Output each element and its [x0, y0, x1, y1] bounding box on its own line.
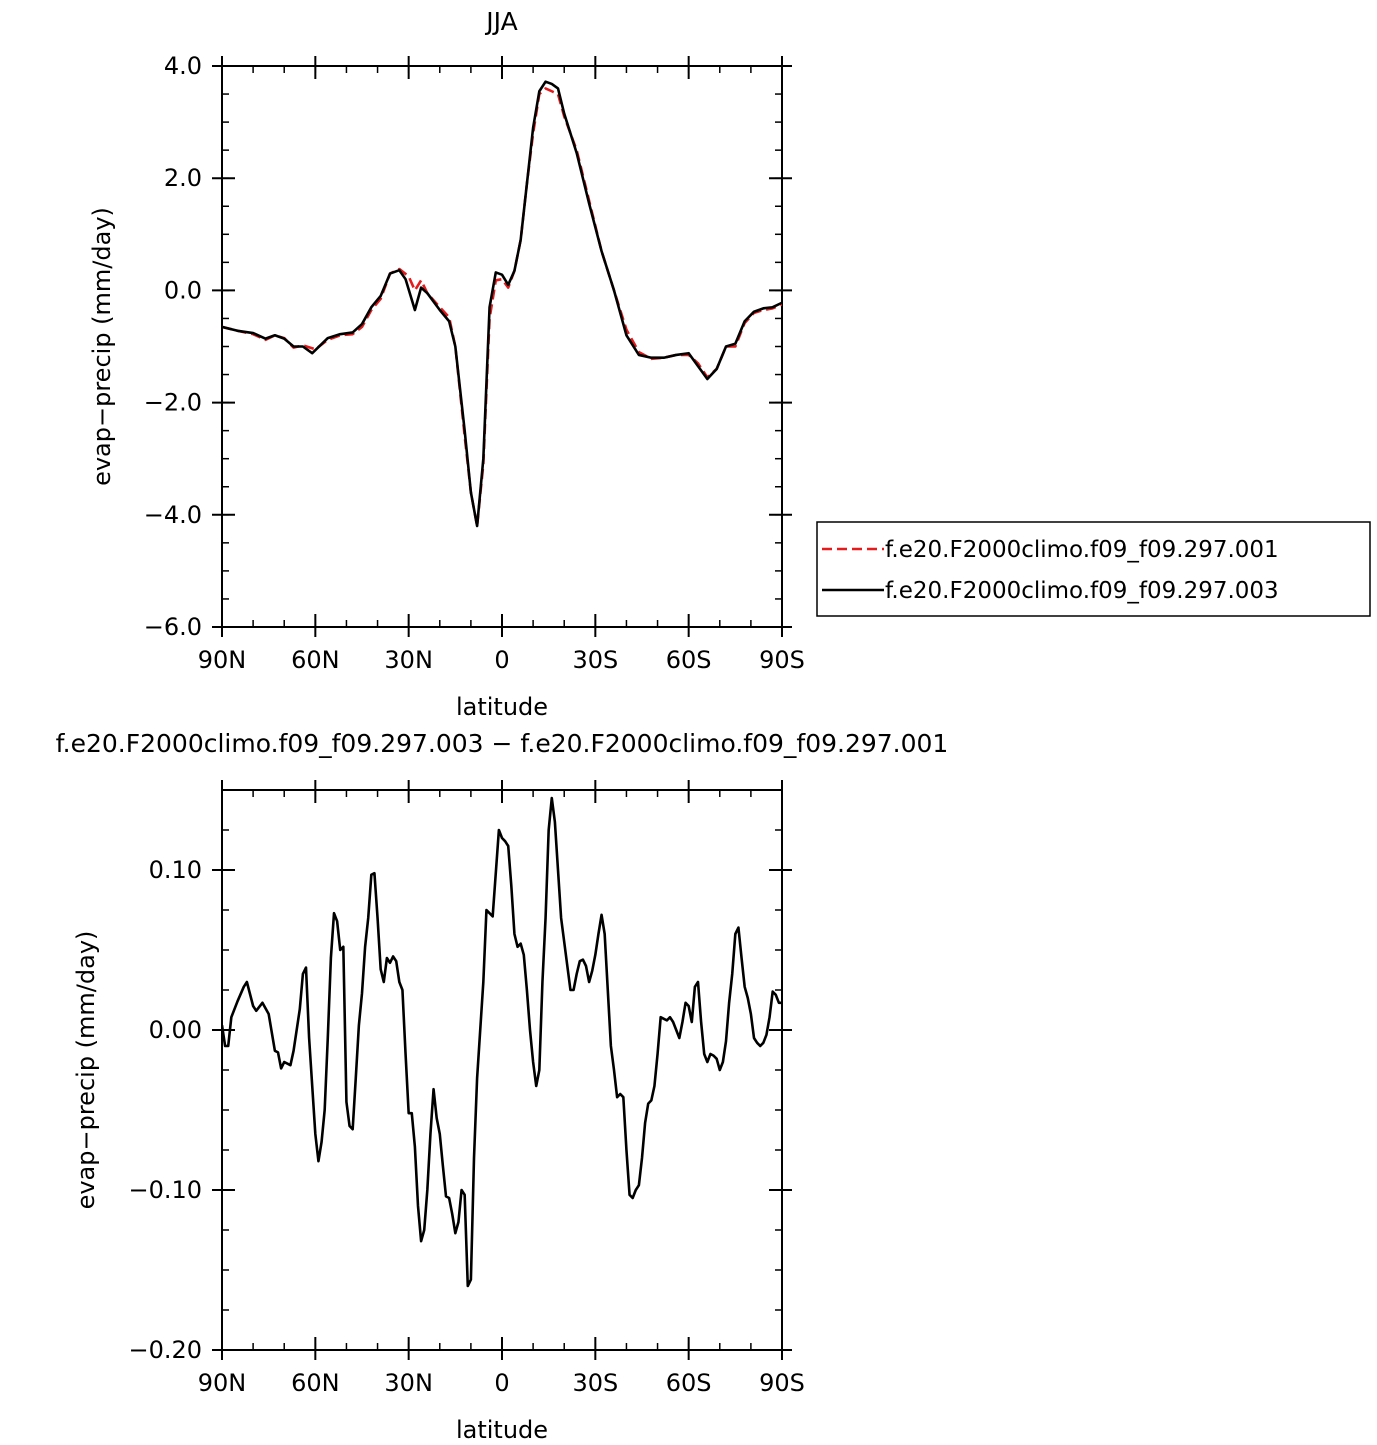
x-tick-label: 60N: [291, 1369, 340, 1397]
y-tick-label: −4.0: [144, 501, 202, 529]
x-tick-label: 60S: [666, 1369, 712, 1397]
x-tick-label: 90S: [759, 646, 805, 674]
series-line-1: [222, 87, 782, 528]
x-tick-label: 60S: [666, 646, 712, 674]
series-line-1: [222, 796, 782, 1288]
series-line-2: [222, 80, 782, 528]
y-tick-label: −6.0: [144, 613, 202, 641]
y-tick-label: −0.20: [128, 1336, 202, 1364]
x-axis-label: latitude: [456, 1416, 548, 1444]
x-tick-label: 30S: [572, 646, 618, 674]
x-tick-label: 30S: [572, 1369, 618, 1397]
x-tick-label: 0: [494, 1369, 509, 1397]
legend-box: [816, 521, 1371, 617]
plot-frame: [221, 789, 783, 1351]
difference-panel: f.e20.F2000climo.f09_f09.297.003 − f.e20…: [56, 729, 949, 1444]
y-tick-label: −0.10: [128, 1176, 202, 1204]
legend-label: f.e20.F2000climo.f09_f09.297.003: [885, 578, 1279, 604]
x-axis-label: latitude: [456, 693, 548, 721]
y-axis-label: evap−precip (mm/day): [88, 207, 116, 486]
x-tick-label: 90N: [198, 646, 247, 674]
y-tick-label: 2.0: [164, 164, 202, 192]
y-tick-label: 0.0: [164, 276, 202, 304]
y-axis-label: evap−precip (mm/day): [72, 931, 100, 1210]
x-tick-label: 30N: [384, 646, 433, 674]
x-tick-label: 90N: [198, 1369, 247, 1397]
legend: f.e20.F2000climo.f09_f09.297.001 f.e20.F2…: [816, 521, 1371, 617]
chart-title: f.e20.F2000climo.f09_f09.297.003 − f.e20…: [56, 729, 949, 758]
mean-panel: JJA 90N 60N 30N 0 30S 60S 90S 4.0 2.0 0.0 −2.0 −4.0 −…: [88, 7, 1371, 721]
y-tick-label: 4.0: [164, 52, 202, 80]
y-tick-label: 0.00: [149, 1016, 202, 1044]
y-tick-label: 0.10: [149, 856, 202, 884]
x-tick-label: 30N: [384, 1369, 433, 1397]
legend-label: f.e20.F2000climo.f09_f09.297.001: [885, 537, 1279, 563]
x-tick-label: 0: [494, 646, 509, 674]
x-tick-label: 90S: [759, 1369, 805, 1397]
x-tick-label: 60N: [291, 646, 340, 674]
chart-title: JJA: [484, 7, 517, 36]
y-tick-label: −2.0: [144, 389, 202, 417]
